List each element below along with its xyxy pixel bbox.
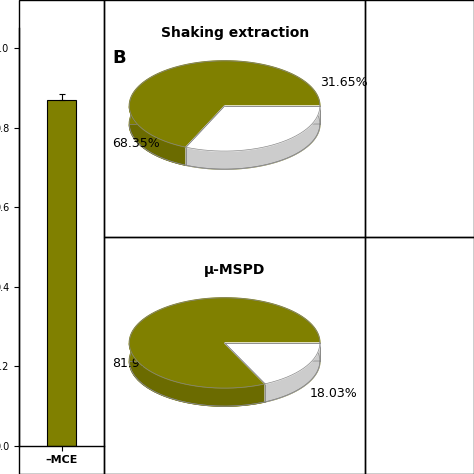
Polygon shape [129, 298, 320, 388]
Text: B: B [112, 49, 126, 67]
Polygon shape [129, 106, 320, 165]
Polygon shape [129, 79, 320, 169]
Polygon shape [225, 343, 320, 384]
Title: μ-MSPD: μ-MSPD [204, 263, 265, 277]
Polygon shape [129, 343, 320, 406]
Text: 68.35%: 68.35% [112, 137, 160, 150]
Polygon shape [186, 106, 320, 151]
Bar [47, 100, 76, 446]
Polygon shape [186, 106, 320, 169]
Polygon shape [129, 316, 320, 406]
Text: 18.03%: 18.03% [310, 387, 357, 400]
Polygon shape [129, 61, 320, 147]
Title: Shaking extraction: Shaking extraction [161, 26, 309, 40]
Polygon shape [265, 343, 320, 402]
Text: 31.65%: 31.65% [320, 76, 367, 90]
Text: 81.97%: 81.97% [112, 356, 160, 370]
